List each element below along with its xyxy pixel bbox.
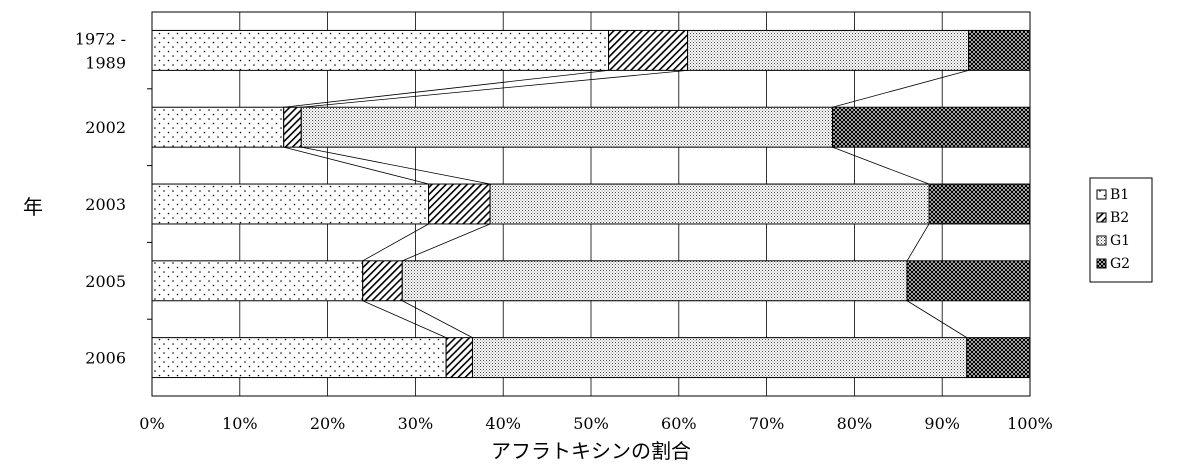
y-tick-label: 2003	[85, 195, 126, 214]
plot-frame	[151, 11, 1031, 397]
series-line	[301, 146, 491, 185]
legend-swatch-b2	[1096, 212, 1107, 223]
legend-label-g1: G1	[1110, 233, 1130, 249]
series-line	[402, 300, 473, 338]
x-tick-label: 0%	[139, 414, 164, 433]
legend-swatch-g1	[1096, 235, 1107, 246]
series-line	[283, 146, 429, 185]
bar-g1-3	[401, 260, 908, 302]
series-line	[301, 69, 688, 108]
y-tick-label: 2006	[85, 349, 126, 368]
series-line	[283, 69, 609, 108]
bar-b1-4	[151, 337, 447, 379]
series-line	[402, 223, 491, 262]
bar-g1-2	[489, 183, 930, 225]
bar-b1-2	[151, 183, 430, 225]
bar-b2-2	[428, 183, 491, 225]
x-tick-label: 70%	[749, 414, 785, 433]
bar-b2-3	[362, 260, 403, 302]
bar-segments	[151, 29, 1031, 379]
legend: B1 B2 G1 G2	[1089, 177, 1153, 283]
bar-g1-0	[687, 29, 970, 71]
x-tick-label: 60%	[661, 414, 697, 433]
bar-b1-3	[151, 260, 364, 302]
y-axis-ticks	[147, 88, 152, 320]
bar-b2-0	[608, 29, 689, 71]
y-tick-label: 1989	[85, 53, 126, 72]
legend-label-b1: B1	[1110, 187, 1129, 203]
y-axis-title: 年	[23, 195, 43, 219]
bar-g2-0	[968, 29, 1031, 71]
series-line	[906, 300, 967, 338]
x-tick-label: 90%	[924, 414, 960, 433]
series-line	[906, 223, 930, 262]
bar-g2-1	[831, 106, 1031, 148]
x-tick-label: 40%	[485, 414, 521, 433]
bar-g1-1	[300, 106, 833, 148]
bar-g1-4	[471, 337, 968, 379]
series-lines	[283, 69, 969, 338]
x-tick-label: 50%	[573, 414, 609, 433]
legend-swatch-b1	[1096, 189, 1107, 200]
x-axis-tick-labels: 0% 10% 20% 30% 40% 50% 60% 70% 80% 90% 100%	[139, 414, 1053, 433]
series-line	[832, 69, 969, 108]
legend-swatch-g2	[1096, 258, 1107, 269]
x-tick-label: 20%	[310, 414, 346, 433]
bar-g2-4	[966, 337, 1031, 379]
bar-b2-1	[283, 106, 302, 148]
bar-g2-3	[906, 260, 1031, 302]
series-line	[832, 146, 930, 185]
x-tick-label: 30%	[398, 414, 434, 433]
legend-label-g2: G2	[1110, 256, 1130, 272]
series-line	[362, 223, 429, 262]
x-tick-label: 80%	[837, 414, 873, 433]
y-tick-label: 2002	[85, 118, 126, 137]
y-tick-label: 1972 -	[75, 29, 126, 48]
bar-b2-4	[445, 337, 473, 379]
x-axis-title: アフラトキシンの割合	[491, 439, 691, 463]
x-tick-label: 100%	[1007, 414, 1053, 433]
legend-label-b2: B2	[1110, 210, 1129, 226]
y-axis-tick-labels: 1972 - 1989 2002 2003 2005 2006	[75, 29, 126, 367]
series-line	[362, 300, 447, 338]
bar-b1-0	[151, 29, 610, 71]
bar-b1-1	[151, 106, 285, 148]
y-tick-label: 2005	[85, 272, 126, 291]
x-tick-label: 10%	[222, 414, 258, 433]
bar-g2-2	[928, 183, 1031, 225]
